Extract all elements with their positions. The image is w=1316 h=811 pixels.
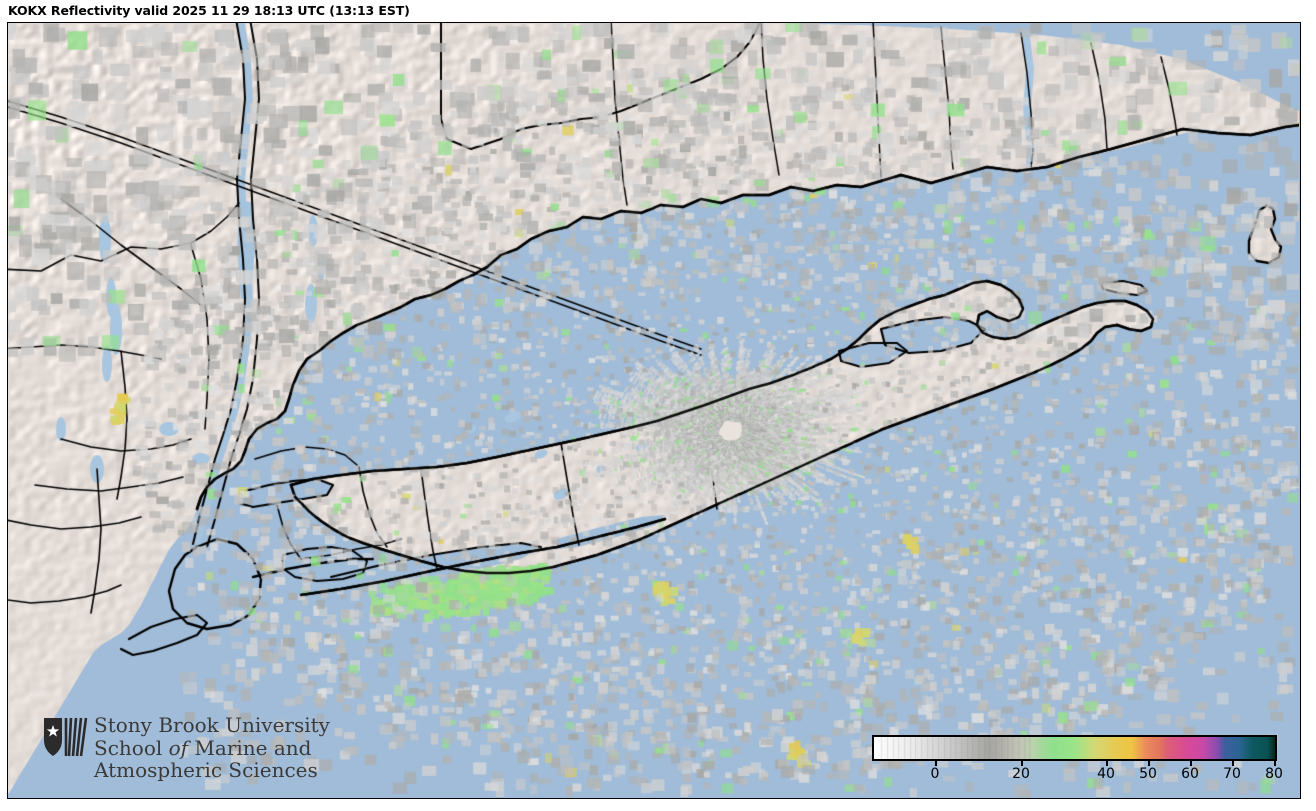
colorbar-tick-label: 40 — [1097, 766, 1115, 782]
logo-line-3: Atmospheric Sciences — [94, 758, 318, 782]
colorbar-tick-mark — [935, 761, 937, 766]
stony-brook-shield-icon — [44, 717, 88, 757]
colorbar-tick-mark — [1190, 761, 1192, 766]
colorbar-tick-mark — [1021, 761, 1023, 766]
colorbar-tick-label: 70 — [1223, 766, 1241, 782]
radar-map-panel[interactable] — [7, 22, 1301, 799]
colorbar-tick-mark — [1106, 761, 1108, 766]
colorbar-tick-axis: 0 20 40 50 60 70 80 — [872, 761, 1283, 791]
radar-reflectivity-canvas[interactable] — [8, 23, 1299, 797]
colorbar-tick-mark — [1148, 761, 1150, 766]
title-bar: KOKX Reflectivity valid 2025 11 29 18:13… — [0, 0, 1316, 22]
colorbar-gradient — [874, 737, 1275, 759]
colorbar-tick-label: 80 — [1265, 766, 1283, 782]
logo-line-2-emphasis: of — [168, 735, 189, 760]
page-title: KOKX Reflectivity valid 2025 11 29 18:13… — [8, 3, 410, 18]
colorbar-tick-label: 60 — [1181, 766, 1199, 782]
logo-line-1: Stony Brook University — [94, 713, 330, 737]
colorbar-tick-label: 50 — [1139, 766, 1157, 782]
logo-line-2-post: Marine and — [188, 735, 312, 760]
logo-line-2: School of Marine and — [94, 735, 312, 760]
colorbar-tick-label: 20 — [1012, 766, 1030, 782]
colorbar-tick-mark — [1232, 761, 1234, 766]
logo-line-2-pre: School — [94, 735, 169, 760]
reflectivity-colorbar — [872, 735, 1277, 761]
stony-brook-logo: Stony Brook University School of Marine … — [42, 714, 330, 790]
colorbar-tick-mark — [1274, 761, 1276, 766]
logo-text-block: Stony Brook University School of Marine … — [94, 713, 330, 782]
colorbar-tick-label: 0 — [930, 766, 940, 782]
